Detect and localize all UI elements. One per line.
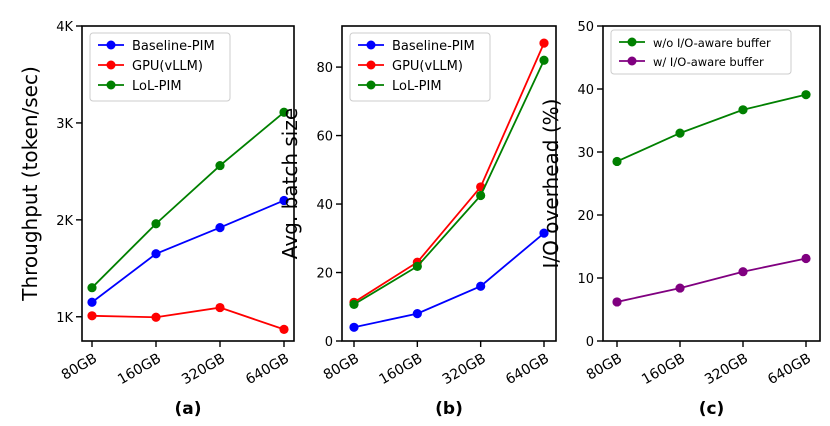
legend-swatch-marker	[106, 80, 116, 90]
data-point	[215, 223, 225, 233]
panel-label: (b)	[435, 399, 463, 419]
data-point	[151, 312, 161, 322]
y-tick-label: 20	[316, 267, 333, 282]
legend-swatch-marker	[106, 40, 116, 50]
x-tick-label: 80GB	[59, 351, 100, 384]
legend-entry-label: Baseline-PIM	[132, 39, 215, 54]
y-axis-label: Avg. batch size	[278, 108, 302, 259]
series-line-baseline-pim	[91, 199, 285, 303]
data-point	[279, 324, 289, 334]
plot-frame	[341, 25, 557, 342]
x-tick-label: 320GB	[179, 351, 228, 388]
series-line-baseline-pim	[353, 232, 545, 329]
y-tick-label: 4K	[56, 20, 73, 35]
legend-entry-label: w/ I/O-aware buffer	[653, 55, 764, 69]
data-point	[738, 105, 748, 115]
plot-frame	[81, 25, 295, 342]
legend-entry-label: Baseline-PIM	[392, 39, 475, 54]
data-point	[476, 190, 486, 201]
y-tick-label: 10	[577, 272, 594, 287]
data-point	[87, 297, 97, 307]
data-point	[539, 55, 549, 65]
data-point	[612, 156, 622, 167]
series-line-gpu-vllm-	[91, 306, 285, 331]
panel-label: (a)	[174, 399, 201, 419]
data-point	[801, 90, 811, 100]
y-tick-label: 60	[316, 130, 333, 145]
data-point	[279, 107, 289, 117]
legend-box	[610, 29, 792, 75]
x-tick-label: 640GB	[503, 351, 552, 388]
y-tick-label: 0	[586, 335, 594, 350]
data-point	[215, 302, 225, 313]
legend-entry-label: GPU(vLLM)	[392, 59, 463, 74]
chart-panel-1: 1K 2K 3K 4K 80GB 160GB 320GB 640GB Throughput (t…	[18, 20, 295, 419]
x-tick-label: 160GB	[376, 351, 425, 388]
data-point	[675, 128, 685, 138]
data-point	[801, 253, 811, 264]
legend-entry-label: w/o I/O-aware buffer	[653, 36, 771, 50]
panel-label: (c)	[699, 399, 725, 419]
legend-entry-label: LoL-PIM	[392, 79, 442, 94]
y-tick-label: 80	[316, 61, 333, 76]
series-line-lol-pim	[353, 59, 545, 306]
y-tick-label: 2K	[56, 214, 73, 229]
legend-swatch-marker	[366, 80, 376, 90]
legend-entry-label: LoL-PIM	[132, 79, 182, 94]
data-point	[412, 261, 422, 271]
y-axis-label: Throughput (token/sec)	[18, 66, 42, 302]
data-point	[539, 228, 549, 238]
data-point	[539, 38, 549, 48]
x-tick-label: 320GB	[702, 351, 751, 388]
series-line-lol-pim	[91, 111, 285, 289]
chart-panel-3: 0 10 20 30 40 50 80GB 160GB 320GB 640GB I/O overhe…	[539, 20, 821, 419]
data-point	[215, 160, 225, 171]
legend-box	[89, 32, 231, 102]
x-tick-label: 640GB	[765, 351, 814, 388]
data-point	[151, 249, 161, 259]
x-tick-label: 80GB	[321, 351, 362, 384]
legend-box	[349, 32, 491, 102]
y-tick-label: 40	[577, 83, 594, 98]
legend-entry-label: GPU(vLLM)	[132, 59, 203, 74]
y-tick-label: 1K	[56, 311, 73, 326]
series-line-w-o-i-o-aware-buffer	[616, 93, 807, 163]
y-axis-label: I/O overhead (%)	[539, 99, 563, 269]
chart-panel-2: 0 20 40 60 80 80GB 160GB 320GB 640GB Avg. batch s…	[278, 25, 557, 419]
series-line-gpu-vllm-	[353, 42, 545, 304]
data-point	[151, 219, 161, 229]
x-tick-label: 160GB	[639, 351, 688, 388]
data-point	[476, 281, 486, 291]
y-tick-label: 30	[577, 146, 594, 161]
y-tick-label: 20	[577, 209, 594, 224]
data-point	[87, 311, 97, 321]
x-tick-label: 80GB	[584, 351, 625, 384]
plot-frame	[602, 25, 821, 342]
legend-swatch-marker	[106, 60, 116, 70]
y-tick-label: 40	[316, 198, 333, 213]
legend-swatch-marker	[366, 40, 376, 50]
y-tick-label: 50	[577, 20, 594, 35]
legend-swatch-marker	[627, 56, 637, 66]
x-tick-label: 160GB	[115, 351, 164, 388]
x-tick-label: 320GB	[440, 351, 489, 388]
data-point	[349, 322, 359, 332]
data-point	[612, 297, 622, 307]
data-point	[87, 283, 97, 293]
data-point	[738, 267, 748, 277]
series-line-w-i-o-aware-buffer	[616, 257, 807, 303]
data-point	[279, 195, 289, 206]
legend-swatch-marker	[627, 37, 637, 47]
y-tick-label: 3K	[56, 117, 73, 132]
y-tick-label: 0	[325, 335, 333, 350]
x-tick-label: 640GB	[243, 351, 292, 388]
legend-swatch-marker	[366, 60, 376, 70]
data-point	[412, 309, 422, 319]
data-point	[675, 283, 685, 293]
data-point	[349, 299, 359, 309]
